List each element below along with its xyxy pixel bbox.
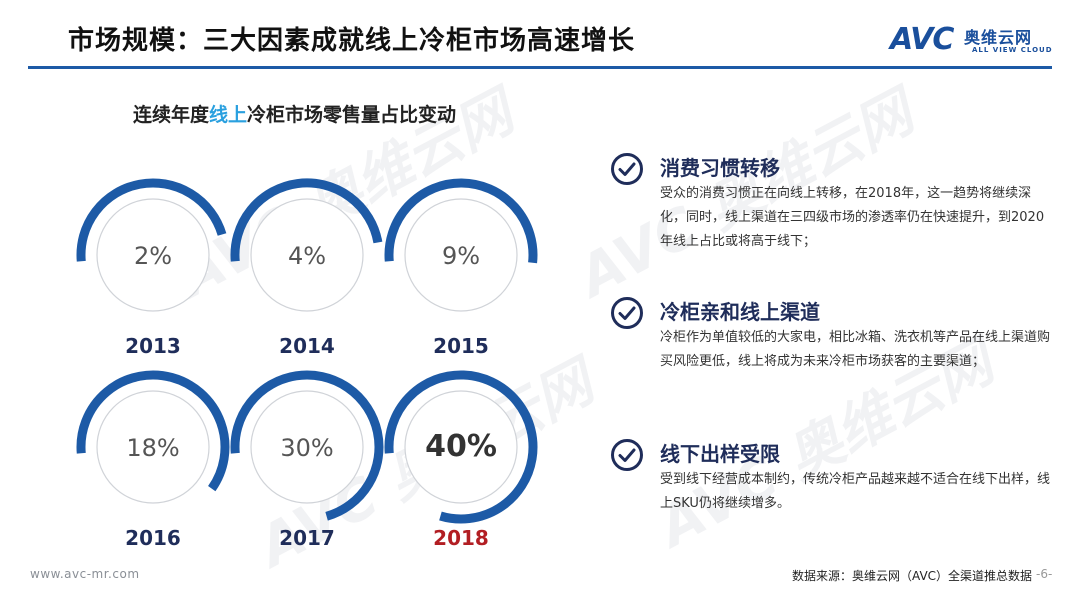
footer-source: 数据来源：奥维云网（AVC）全渠道推总数据 <box>792 569 1033 583</box>
ring-year-label: 2018 <box>433 526 489 550</box>
ring-track <box>250 198 364 312</box>
ring-track <box>96 198 210 312</box>
ring-arc <box>230 178 383 262</box>
factor-description: 受众的消费习惯正在向线上转移，在2018年，这一趋势将继续深化，同时，线上渠道在… <box>660 186 1045 249</box>
ring-track <box>404 390 518 504</box>
check-circle-icon <box>611 153 643 185</box>
factor-item: 消费习惯转移 受众的消费习惯正在向线上转移，在2018年，这一趋势将继续深化，同… <box>610 152 1050 262</box>
logo-mark: AVC <box>890 22 954 57</box>
page-number: -6- <box>1036 567 1053 581</box>
logo-chinese-name: 奥维云网 <box>964 28 1033 47</box>
ring-year-label: 2017 <box>279 526 335 550</box>
factor-item: 冷柜亲和线上渠道 冷柜作为单值较低的大家电，相比冰箱、洗衣机等产品在线上渠道购买… <box>610 296 1050 386</box>
ring-track <box>250 390 364 504</box>
chart-title-highlight: 线上 <box>209 104 248 126</box>
ring-year-label: 2014 <box>279 334 335 358</box>
ring-year-label: 2016 <box>125 526 181 550</box>
logo-english-name: ALL VIEW CLOUD <box>972 46 1053 54</box>
ring-year-label: 2015 <box>433 334 489 358</box>
ring-arc <box>384 178 538 264</box>
factor-heading: 冷柜亲和线上渠道 <box>660 300 820 324</box>
ring-value-label: 30% <box>280 434 333 462</box>
ring-arc <box>384 370 538 524</box>
chart-title-suffix: 冷柜市场零售量占比变动 <box>247 104 457 126</box>
header-divider <box>28 66 1052 69</box>
ring-track <box>96 390 210 504</box>
factor-item: 线下出样受限 受到线下经营成本制约，传统冷柜产品越来越不适合在线下出样，线上SK… <box>610 438 1050 528</box>
check-circle-icon <box>611 439 643 471</box>
ring-value-label: 9% <box>442 242 480 270</box>
factor-description: 受到线下经营成本制约，传统冷柜产品越来越不适合在线下出样，线上SKU仍将继续增多… <box>660 472 1051 511</box>
footer-website: www.avc-mr.com <box>30 567 140 581</box>
factor-heading: 线下出样受限 <box>660 442 780 466</box>
ring-arc <box>76 178 227 262</box>
avc-logo: AVC 奥维云网 ALL VIEW CLOUD <box>890 22 1060 58</box>
ring-value-label: 2% <box>134 242 172 270</box>
ring-value-label: 40% <box>425 429 497 464</box>
ring-track <box>404 198 518 312</box>
factor-heading: 消费习惯转移 <box>660 156 780 180</box>
page-title: 市场规模：三大因素成就线上冷柜市场高速增长 <box>68 26 636 56</box>
check-circle-icon <box>611 297 643 329</box>
ring-year-label: 2013 <box>125 334 181 358</box>
factor-description: 冷柜作为单值较低的大家电，相比冰箱、洗衣机等产品在线上渠道购买风险更低，线上将成… <box>660 330 1051 369</box>
ring-arc <box>230 370 384 521</box>
ring-value-label: 18% <box>126 434 179 462</box>
chart-title: 连续年度线上冷柜市场零售量占比变动 <box>133 100 456 127</box>
chart-title-prefix: 连续年度 <box>133 104 210 126</box>
ring-arc <box>76 370 230 492</box>
ring-value-label: 4% <box>288 242 326 270</box>
